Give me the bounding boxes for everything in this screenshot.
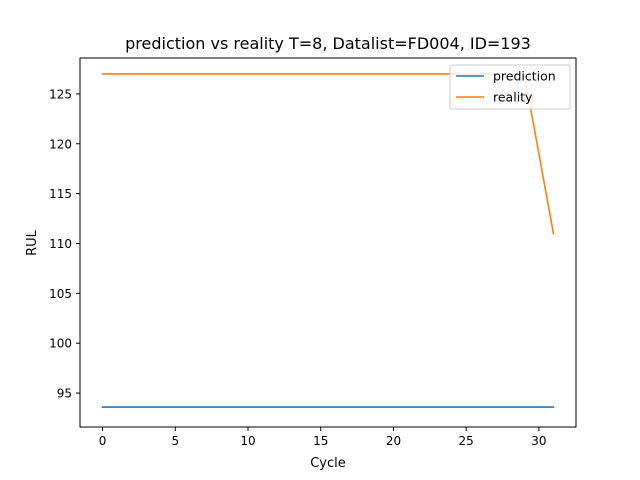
x-tick-label-3: 15 <box>313 434 328 448</box>
legend-label-reality: reality <box>493 90 533 105</box>
x-tick-label-1: 5 <box>171 434 179 448</box>
plot-frame <box>79 57 577 428</box>
y-tick-label-2: 105 <box>49 287 72 301</box>
y-axis: 95 100 105 110 115 120 125 <box>49 87 80 401</box>
x-tick-label-5: 25 <box>459 434 474 448</box>
x-tick-label-0: 0 <box>99 434 107 448</box>
plot-background <box>80 58 576 427</box>
x-tick-label-2: 10 <box>240 434 255 448</box>
y-tick-label-4: 115 <box>49 187 72 201</box>
x-axis: 0 5 10 15 20 25 30 <box>99 427 547 448</box>
x-tick-label-6: 30 <box>531 434 546 448</box>
chart-title: prediction vs reality T=8, Datalist=FD00… <box>125 34 531 53</box>
x-axis-label: Cycle <box>310 456 346 471</box>
y-axis-label: RUL <box>25 229 40 256</box>
legend: prediction reality <box>449 64 571 110</box>
x-tick-label-4: 20 <box>386 434 401 448</box>
legend-label-prediction: prediction <box>493 69 556 84</box>
y-tick-label-6: 125 <box>49 87 72 101</box>
y-tick-label-3: 110 <box>49 237 72 251</box>
plot-area <box>80 58 576 427</box>
y-tick-label-1: 100 <box>49 337 72 351</box>
y-tick-label-0: 95 <box>57 387 72 401</box>
y-tick-label-5: 120 <box>49 137 72 151</box>
